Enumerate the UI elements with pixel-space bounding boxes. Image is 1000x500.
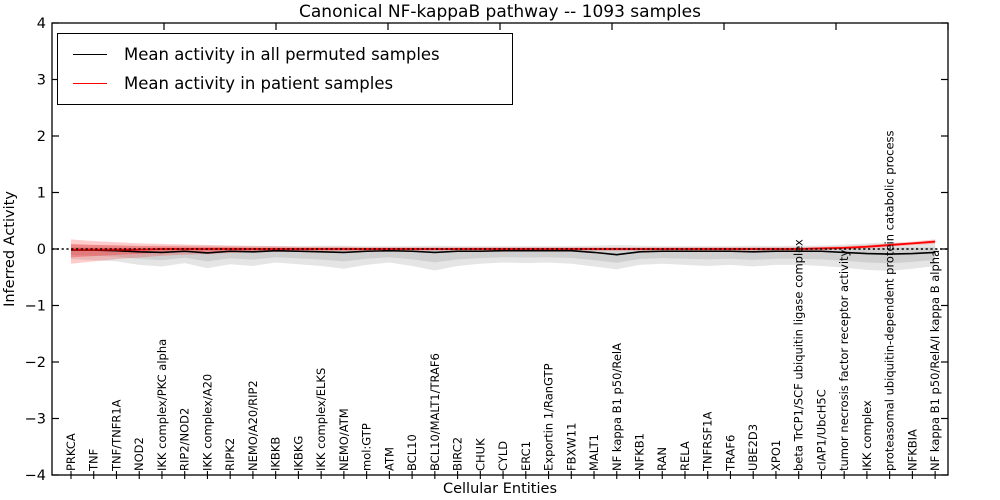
entity-label: RIP2/NOD2 (178, 408, 192, 471)
y-tick-label: −4 (25, 468, 46, 484)
entity-label: mol:GTP (360, 423, 374, 471)
y-tick-label: 1 (37, 186, 46, 202)
y-tick-label: −2 (25, 355, 46, 371)
legend-item-permuted: Mean activity in all permuted samples (58, 40, 512, 69)
entity-label: BIRC2 (451, 437, 465, 471)
entity-label: CYLD (496, 441, 510, 471)
entity-label: NFKB1 (633, 433, 647, 471)
entity-label: IKK complex/A20 (200, 374, 214, 471)
entity-label: UBE2D3 (746, 424, 760, 471)
y-tick-label: 2 (37, 129, 46, 145)
legend-line-patient-icon (73, 83, 107, 84)
entity-label: TNF (87, 449, 101, 472)
entity-label: beta TrCP1/SCF ubiquitin ligase complex (792, 239, 806, 471)
entity-label: CHUK (473, 438, 487, 471)
legend-label-permuted: Mean activity in all permuted samples (124, 45, 440, 64)
entity-label: proteasomal ubiquitin-dependent protein … (883, 130, 897, 471)
y-tick-label: 3 (37, 73, 46, 89)
legend-item-patient: Mean activity in patient samples (58, 69, 512, 98)
entity-label: RIPK2 (223, 438, 237, 471)
x-axis-label: Cellular Entities (442, 481, 558, 497)
entity-label: NEMO/A20/RIP2 (246, 380, 260, 471)
entity-label: IKK complex/ELKS (314, 368, 328, 471)
legend: Mean activity in all permuted samples Me… (57, 33, 513, 105)
y-tick-label: −1 (25, 299, 46, 315)
permuted-mean-line (71, 249, 936, 256)
legend-label-patient: Mean activity in patient samples (124, 74, 394, 93)
entity-label: TNF/TNFR1A (109, 399, 123, 472)
entity-label: BCL10/MALT1/TRAF6 (428, 353, 442, 471)
entity-label: NF kappa B1 p50/RelA (610, 343, 624, 471)
entity-label: NFKBIA (905, 429, 919, 471)
entity-label: TNFRSF1A (701, 412, 715, 472)
y-tick-label: 4 (37, 16, 46, 32)
chart-title: Canonical NF-kappaB pathway -- 1093 samp… (299, 2, 701, 22)
patient-mean-line (71, 240, 936, 251)
entity-label: NEMO/ATM (337, 408, 351, 471)
entity-label: IKK complex/PKC alpha (155, 339, 169, 471)
entity-label: PRKCA (64, 433, 78, 471)
entity-label: IKBKG (291, 436, 305, 471)
y-tick-label: −3 (25, 412, 46, 428)
entity-label: ATM (382, 447, 396, 471)
entity-label: tumor necrosis factor receptor activity (837, 249, 851, 471)
y-tick-label: 0 (37, 242, 46, 258)
entity-label: NOD2 (132, 437, 146, 471)
y-axis-label: Inferred Activity (2, 191, 18, 307)
entity-label: NF kappa B1 p50/RelA/I kappa B alpha (928, 250, 942, 471)
entity-label: ERC1 (519, 441, 533, 471)
entity-label: BCL10 (405, 434, 419, 471)
legend-line-permuted-icon (73, 54, 107, 55)
entity-label: RELA (678, 441, 692, 471)
entity-label: Exportin 1/RanGTP (542, 363, 556, 471)
entity-label: TRAF6 (723, 435, 737, 472)
entity-label: MALT1 (587, 434, 601, 471)
entity-label: RAN (655, 447, 669, 471)
entity-label: IKK complex (860, 400, 874, 471)
entity-label: cIAP1/UbcH5C (814, 389, 828, 471)
entity-label: FBXW11 (564, 423, 578, 471)
entity-label: IKBKB (269, 437, 283, 471)
entity-label: XPO1 (769, 440, 783, 471)
